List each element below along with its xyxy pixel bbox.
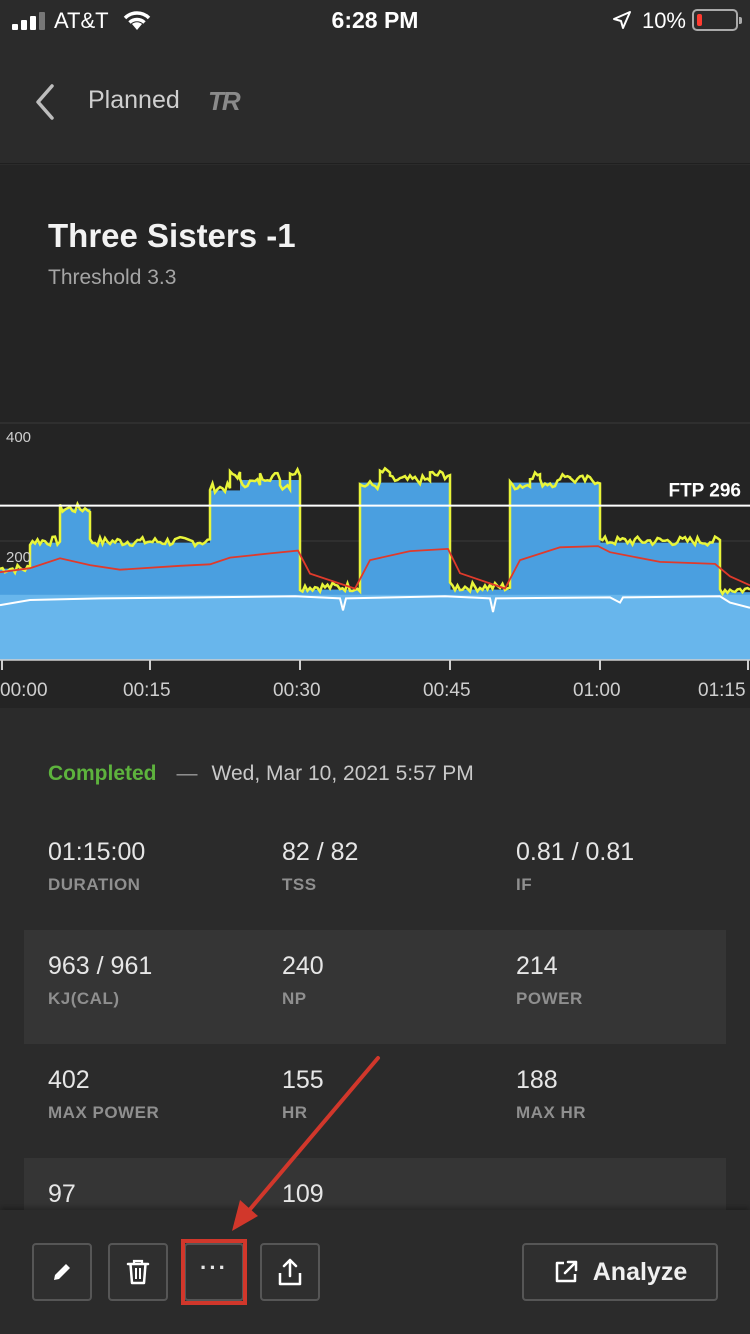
stat-cadence: 97 bbox=[48, 1180, 76, 1210]
x-tick-label: 00:00 bbox=[0, 680, 48, 701]
chevron-left-icon bbox=[36, 84, 54, 120]
workout-details: Completed — Wed, Mar 10, 2021 5:57 PM 01:1… bbox=[0, 708, 750, 1210]
stat-power: 214 POWER bbox=[516, 952, 583, 1009]
heart-rate-line bbox=[0, 545, 750, 590]
stat-max-cadence: 109 bbox=[282, 1180, 324, 1210]
stat-if: 0.81 / 0.81 IF bbox=[516, 838, 634, 895]
recovery-band bbox=[0, 594, 750, 660]
x-tick-label: 01:00 bbox=[573, 680, 621, 701]
stats-row: 963 / 961 KJ(CAL) 240 NP 214 POWER bbox=[24, 930, 726, 1044]
bottom-toolbar: ··· Analyze bbox=[0, 1210, 750, 1334]
stat-label: IF bbox=[516, 875, 533, 894]
stat-value: 97 bbox=[48, 1180, 76, 1208]
analyze-label: Analyze bbox=[592, 1257, 688, 1286]
status-bar: AT&T 6:28 PM 10% bbox=[0, 0, 750, 40]
cellular-signal-icon bbox=[12, 12, 45, 30]
stat-value: 82 / 82 bbox=[282, 838, 359, 866]
stat-max-hr: 188 MAX HR bbox=[516, 1066, 586, 1123]
x-tick-label: 00:45 bbox=[423, 680, 471, 701]
stat-max-power: 402 MAX POWER bbox=[48, 1066, 159, 1123]
completed-status: Completed bbox=[48, 762, 157, 785]
workout-title: Three Sisters -1 bbox=[48, 217, 296, 254]
x-axis-band bbox=[0, 660, 750, 708]
battery-percent: 10% bbox=[641, 8, 686, 33]
stats-row: 01:15:00 DURATION 82 / 82 TSS 0.81 / 0.81 I… bbox=[24, 816, 726, 930]
trainerroad-logo: TR bbox=[208, 86, 241, 116]
cadence-line bbox=[0, 595, 750, 613]
y-tick-200: 200 bbox=[6, 549, 31, 566]
wifi-icon bbox=[123, 11, 151, 30]
share-button[interactable] bbox=[260, 1243, 320, 1301]
stats-row: 402 MAX POWER 155 HR 188 MAX HR bbox=[24, 1044, 726, 1158]
stat-value: 214 bbox=[516, 952, 558, 980]
stat-value: 0.81 / 0.81 bbox=[516, 838, 635, 866]
x-tick-label: 00:15 bbox=[123, 680, 171, 701]
stat-label: NP bbox=[282, 989, 307, 1008]
workout-chart-svg: FTP 296 400 200 00:00 00:15 00:30 00:45 01:0… bbox=[0, 422, 750, 708]
x-tick-label: 00:30 bbox=[273, 680, 321, 701]
carrier-name: AT&T bbox=[54, 8, 109, 33]
power-line bbox=[0, 466, 750, 597]
stat-label: MAX HR bbox=[516, 1103, 587, 1122]
completion-date: Wed, Mar 10, 2021 5:57 PM bbox=[211, 762, 474, 785]
stat-tss: 82 / 82 TSS bbox=[282, 838, 358, 895]
stat-value: 155 bbox=[282, 1066, 324, 1094]
workout-subtitle: Threshold 3.3 bbox=[48, 266, 177, 289]
analyze-button[interactable]: Analyze bbox=[522, 1243, 718, 1301]
stat-value: 402 bbox=[48, 1066, 90, 1094]
location-arrow-icon bbox=[613, 11, 631, 29]
stat-value: 109 bbox=[282, 1180, 324, 1208]
stat-np: 240 NP bbox=[282, 952, 324, 1009]
stat-label: KJ(CAL) bbox=[48, 989, 120, 1008]
stat-value: 188 bbox=[516, 1066, 558, 1094]
edit-button[interactable] bbox=[32, 1243, 92, 1301]
separator: — bbox=[176, 762, 198, 785]
x-axis: 00:00 00:15 00:30 00:45 01:00 01:15 bbox=[0, 659, 750, 701]
clock: 6:28 PM bbox=[331, 7, 419, 33]
ftp-label: FTP 296 bbox=[668, 481, 741, 502]
stat-label: TSS bbox=[282, 875, 317, 894]
navigation-bar: Planned TR bbox=[0, 40, 750, 164]
stat-value: 01:15:00 bbox=[48, 838, 146, 866]
x-tick-label: 01:15 bbox=[698, 680, 746, 701]
completion-line: Completed — Wed, Mar 10, 2021 5:57 PM bbox=[48, 762, 474, 786]
stat-value: 963 / 961 bbox=[48, 952, 153, 980]
workout-chart[interactable]: FTP 296 400 200 00:00 00:15 00:30 00:45 01:0… bbox=[0, 420, 750, 708]
back-button[interactable] bbox=[28, 80, 68, 124]
pencil-icon bbox=[54, 1264, 70, 1280]
stat-value: 240 bbox=[282, 952, 324, 980]
workout-header: Three Sisters -1 Threshold 3.3 FTP 296 4… bbox=[0, 165, 750, 708]
more-dots-icon: ··· bbox=[200, 1255, 228, 1280]
more-options-button[interactable]: ··· bbox=[184, 1243, 244, 1301]
stat-kj: 963 / 961 KJ(CAL) bbox=[48, 952, 152, 1009]
trash-icon bbox=[126, 1259, 150, 1285]
delete-button[interactable] bbox=[108, 1243, 168, 1301]
stat-hr: 155 HR bbox=[282, 1066, 324, 1123]
share-icon bbox=[278, 1258, 302, 1286]
nav-title: Planned bbox=[88, 86, 180, 114]
y-tick-400: 400 bbox=[6, 429, 31, 446]
stat-duration: 01:15:00 DURATION bbox=[48, 838, 145, 895]
target-power-area bbox=[0, 480, 750, 660]
annotation-highlight-box bbox=[181, 1239, 247, 1305]
stat-label: DURATION bbox=[48, 875, 141, 894]
external-link-icon bbox=[555, 1260, 577, 1283]
stat-label: HR bbox=[282, 1103, 308, 1122]
battery-icon bbox=[692, 9, 742, 31]
stat-label: MAX POWER bbox=[48, 1103, 160, 1122]
stat-label: POWER bbox=[516, 989, 583, 1008]
stats-row: 97 109 bbox=[24, 1158, 726, 1210]
